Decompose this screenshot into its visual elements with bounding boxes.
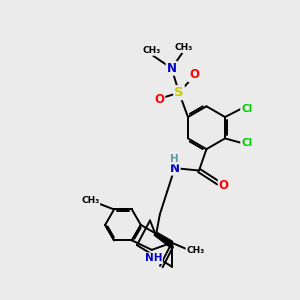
Text: CH₃: CH₃ bbox=[81, 196, 99, 205]
Text: H: H bbox=[170, 154, 178, 164]
Text: O: O bbox=[189, 68, 199, 81]
Text: Cl: Cl bbox=[241, 104, 252, 114]
Text: N: N bbox=[170, 162, 180, 175]
Text: CH₃: CH₃ bbox=[142, 46, 161, 55]
Text: CH₃: CH₃ bbox=[186, 246, 205, 255]
Text: NH: NH bbox=[145, 253, 162, 263]
Text: Cl: Cl bbox=[241, 138, 252, 148]
Text: O: O bbox=[219, 179, 229, 192]
Text: S: S bbox=[174, 86, 184, 99]
Text: CH₃: CH₃ bbox=[174, 43, 193, 52]
Text: O: O bbox=[154, 93, 164, 106]
Text: N: N bbox=[167, 62, 177, 75]
